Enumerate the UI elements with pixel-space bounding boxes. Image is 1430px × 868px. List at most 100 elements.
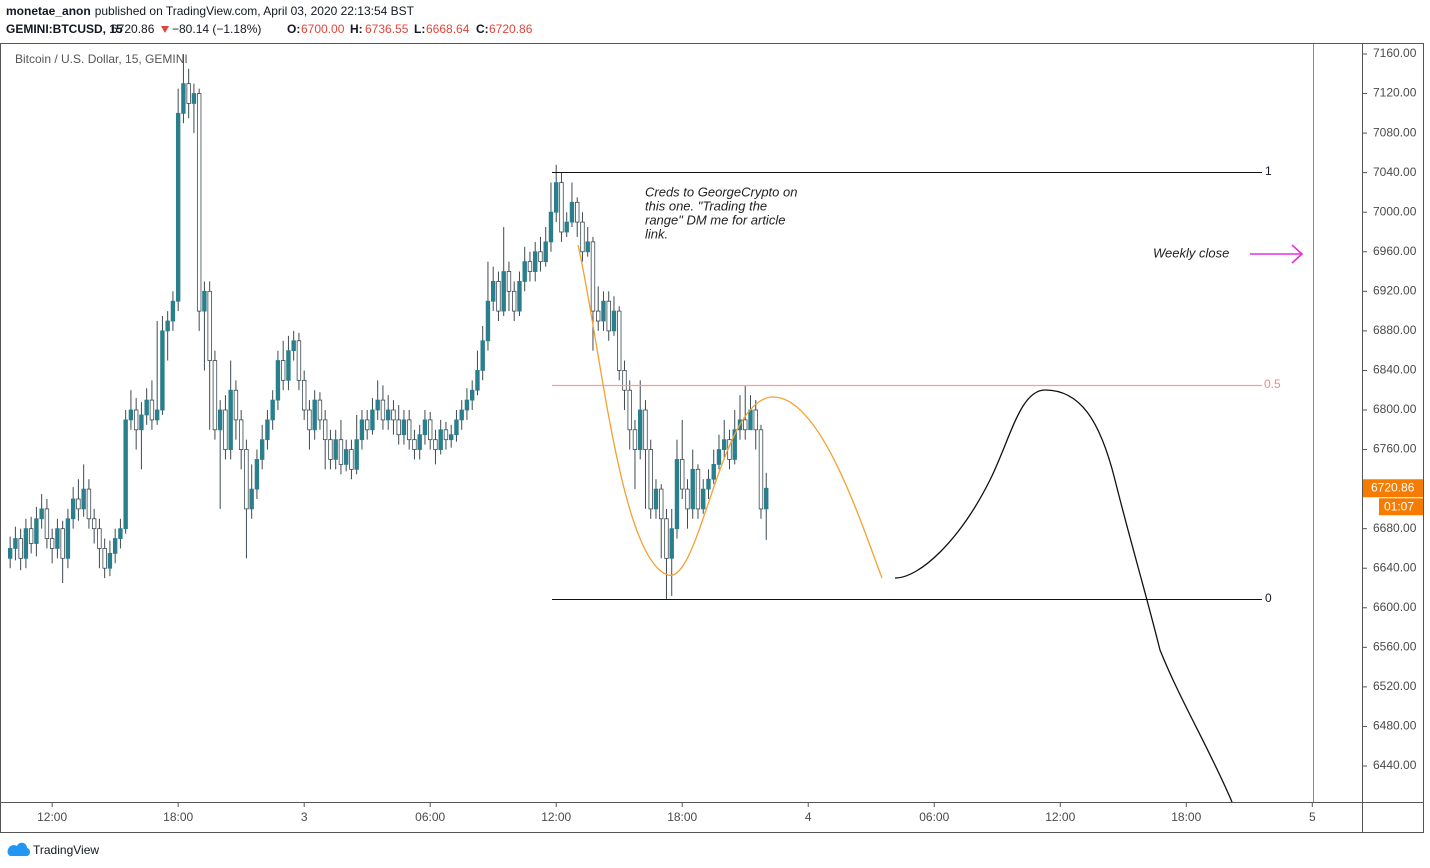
fib-label: 0: [1265, 591, 1272, 605]
price-box-label: 6720.86: [1371, 480, 1415, 494]
candle-body: [175, 112, 181, 302]
candle-body: [427, 419, 433, 441]
candle-body: [448, 434, 454, 441]
candle-body: [538, 251, 543, 263]
candle-body: [170, 300, 176, 322]
x-tick-label: 3: [301, 810, 308, 824]
candle-body: [501, 271, 506, 312]
candle-body: [49, 538, 55, 549]
candle-body: [76, 498, 81, 510]
candle-body: [701, 488, 706, 510]
candle-body: [244, 449, 249, 510]
candle-body: [217, 409, 223, 431]
note-line: this one. "Trading the: [645, 198, 767, 213]
candle-body: [674, 459, 680, 530]
candle-body: [454, 419, 459, 436]
candle-body: [522, 261, 527, 282]
candle-body: [380, 399, 386, 421]
candle-body: [13, 538, 18, 549]
candle-body: [653, 488, 659, 510]
high-value: 6736.55: [365, 22, 409, 36]
candle-body: [433, 439, 438, 450]
close-label: C:: [476, 22, 489, 36]
candle-body: [139, 414, 144, 431]
candle-body: [375, 399, 380, 411]
candle-body: [580, 221, 585, 253]
x-tick-label: 18:00: [163, 810, 193, 824]
plot: [7, 53, 769, 599]
candle-body: [118, 528, 123, 539]
candle-body: [149, 399, 155, 421]
open-label: O:: [287, 22, 300, 36]
candle-body: [307, 409, 312, 431]
candle-body: [107, 552, 113, 569]
candle-body: [343, 449, 349, 465]
candle-body: [470, 389, 475, 401]
candle-body: [370, 409, 375, 431]
candle-body: [191, 93, 197, 104]
candle-body: [564, 221, 569, 233]
candle-body: [590, 241, 596, 312]
note-line: Creds to GeorgeCrypto on: [645, 184, 797, 199]
fib-label: 1: [1265, 164, 1272, 178]
candle-body: [322, 419, 328, 441]
candle-body: [758, 429, 764, 510]
candle-body: [238, 419, 244, 450]
candle-body: [753, 409, 758, 431]
candle-body: [97, 528, 102, 549]
y-tick-label: 6840.00: [1373, 363, 1417, 377]
y-tick-label: 7040.00: [1373, 165, 1417, 179]
candle-body: [7, 548, 13, 559]
projection-curve: [894, 389, 1233, 803]
candle-body: [112, 538, 118, 554]
candle-body: [202, 290, 207, 312]
author[interactable]: monetae_anon: [6, 4, 91, 18]
candle-body: [622, 370, 627, 391]
candle-body: [286, 350, 291, 381]
candle-body: [165, 320, 170, 332]
close-value: 6720.86: [489, 22, 533, 36]
weekly-close-label: Weekly close: [1153, 245, 1229, 260]
candle-body: [354, 439, 359, 470]
x-tick-label: 4: [805, 810, 812, 824]
countdown-box: [1379, 498, 1423, 516]
published: published on TradingView.com, April 03, …: [95, 4, 415, 18]
candle-body: [265, 419, 270, 441]
candle-body: [606, 300, 611, 332]
x-tick-label: 12:00: [1045, 810, 1075, 824]
logo: [7, 842, 30, 856]
x-tick-label: 12:00: [37, 810, 67, 824]
candle-body: [333, 439, 338, 460]
candle-body: [223, 409, 228, 450]
candle-body: [517, 281, 522, 312]
candle-body: [328, 439, 333, 460]
candle-body: [275, 360, 281, 401]
candle-body: [186, 83, 191, 104]
y-tick-label: 7120.00: [1373, 86, 1417, 100]
open-value: 6700.00: [301, 22, 345, 36]
x-tick-label: 06:00: [415, 810, 445, 824]
candle-body: [575, 201, 580, 223]
down-arrow: [161, 26, 169, 33]
candle-body: [695, 468, 701, 510]
candle-body: [91, 518, 97, 530]
price: 6720.86: [111, 22, 155, 36]
candle-body: [317, 399, 323, 421]
x-tick-label: 18:00: [1171, 810, 1201, 824]
x-tick-label: 12:00: [541, 810, 571, 824]
candle-body: [412, 439, 417, 450]
candle-body: [160, 330, 165, 411]
candle-body: [548, 211, 554, 243]
brand[interactable]: TradingView: [33, 843, 99, 857]
candle-body: [748, 409, 753, 431]
candle-body: [65, 518, 71, 559]
y-tick-label: 7000.00: [1373, 204, 1417, 218]
candle-body: [491, 281, 496, 302]
candle-body: [270, 399, 275, 421]
candle-body: [443, 429, 449, 441]
candle-body: [364, 419, 370, 431]
candle-body: [301, 379, 307, 411]
fib-label: 0.5: [1264, 377, 1281, 391]
chart-frame: [0, 43, 1424, 833]
